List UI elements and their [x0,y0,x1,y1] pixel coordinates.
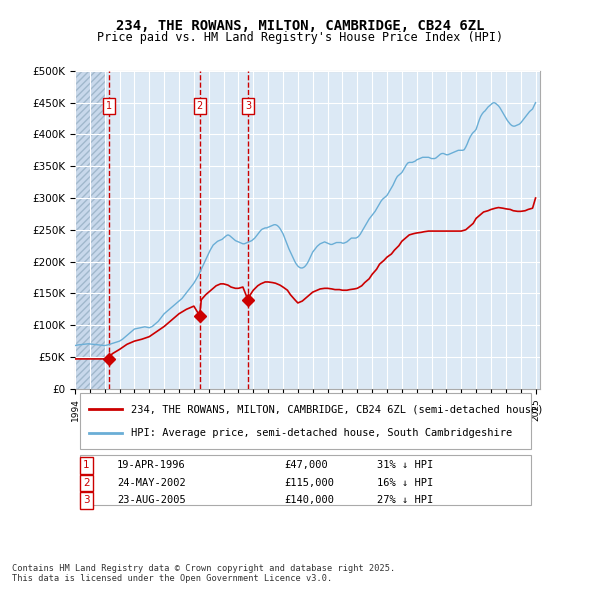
FancyBboxPatch shape [80,455,531,505]
Text: £47,000: £47,000 [284,461,328,470]
Text: 16% ↓ HPI: 16% ↓ HPI [377,478,433,488]
Text: Price paid vs. HM Land Registry's House Price Index (HPI): Price paid vs. HM Land Registry's House … [97,31,503,44]
FancyBboxPatch shape [80,394,531,449]
Bar [75,71,105,389]
Text: 2: 2 [197,101,203,111]
Text: 27% ↓ HPI: 27% ↓ HPI [377,496,433,506]
Text: Contains HM Land Registry data © Crown copyright and database right 2025.
This d: Contains HM Land Registry data © Crown c… [12,563,395,583]
Text: 1: 1 [83,461,90,470]
Text: £115,000: £115,000 [284,478,334,488]
Text: 31% ↓ HPI: 31% ↓ HPI [377,461,433,470]
Text: 2: 2 [83,478,90,488]
Text: 3: 3 [245,101,251,111]
Text: 234, THE ROWANS, MILTON, CAMBRIDGE, CB24 6ZL (semi-detached house): 234, THE ROWANS, MILTON, CAMBRIDGE, CB24… [131,404,544,414]
Text: 24-MAY-2002: 24-MAY-2002 [117,478,185,488]
Text: HPI: Average price, semi-detached house, South Cambridgeshire: HPI: Average price, semi-detached house,… [131,428,512,438]
Bar [75,71,105,389]
Text: 19-APR-1996: 19-APR-1996 [117,461,185,470]
Text: £140,000: £140,000 [284,496,334,506]
Text: 1: 1 [106,101,112,111]
Text: 3: 3 [83,496,90,506]
Text: 234, THE ROWANS, MILTON, CAMBRIDGE, CB24 6ZL: 234, THE ROWANS, MILTON, CAMBRIDGE, CB24… [116,19,484,33]
Text: 23-AUG-2005: 23-AUG-2005 [117,496,185,506]
